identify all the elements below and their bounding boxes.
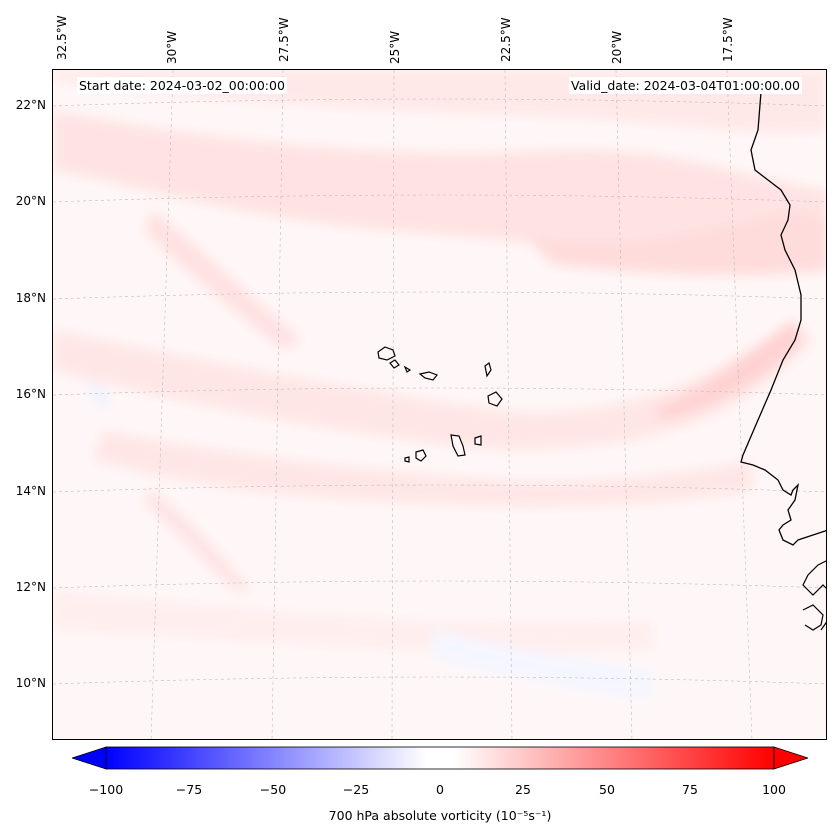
island-maio bbox=[474, 435, 482, 446]
start-date-label: Start date: 2024-03-02_00:00:00 bbox=[77, 77, 287, 94]
colorbar-min-extend bbox=[72, 746, 107, 770]
lat-label-22n: 22°N bbox=[15, 98, 46, 112]
island-boa-vista bbox=[487, 391, 503, 407]
meridian-20w bbox=[615, 70, 633, 739]
lat-label-14n: 14°N bbox=[15, 484, 46, 498]
colorbar-tick: 0 bbox=[436, 782, 444, 797]
parallel-12n bbox=[53, 580, 826, 589]
lon-label-22-5w: 22.5°W bbox=[499, 17, 513, 62]
colorbar-gradient bbox=[105, 746, 775, 770]
colorbar-tick: −25 bbox=[342, 782, 370, 797]
meridian-22-5w bbox=[504, 70, 513, 739]
island-sal bbox=[484, 361, 492, 378]
parallel-10n bbox=[53, 676, 826, 685]
lat-label-20n: 20°N bbox=[15, 194, 46, 208]
parallel-18n bbox=[53, 291, 826, 300]
colorbar-tick: −50 bbox=[259, 782, 287, 797]
island-sao-nicolau bbox=[418, 371, 438, 381]
colorbar-tick: 100 bbox=[762, 782, 786, 797]
lon-label-20w: 20°W bbox=[610, 30, 624, 64]
valid-date-label: Valid_date: 2024-03-04T01:00:00.00 bbox=[568, 77, 802, 94]
lon-label-32-5w: 32.5°W bbox=[55, 15, 69, 60]
lat-label-18n: 18°N bbox=[15, 291, 46, 305]
africa-coastline-south bbox=[802, 560, 826, 631]
colorbar bbox=[72, 746, 808, 770]
map-panel[interactable]: Start date: 2024-03-02_00:00:00 Valid_da… bbox=[52, 69, 827, 740]
island-santo-antao bbox=[377, 346, 396, 361]
colorbar-max-extend bbox=[773, 746, 808, 770]
parallel-20n bbox=[53, 194, 826, 203]
island-fogo bbox=[415, 449, 427, 462]
lon-label-27-5w: 27.5°W bbox=[277, 17, 291, 62]
parallel-22n bbox=[53, 98, 826, 107]
island-brava bbox=[404, 456, 410, 463]
meridian-27-5w bbox=[271, 70, 284, 739]
island-sao-vicente bbox=[389, 359, 400, 369]
graticule bbox=[53, 70, 826, 739]
map-canvas bbox=[53, 70, 826, 739]
cape-verde-islands bbox=[377, 346, 503, 463]
colorbar-label: 700 hPa absolute vorticity (10⁻⁵s⁻¹) bbox=[328, 808, 552, 823]
lon-label-30w: 30°W bbox=[165, 30, 179, 64]
parallel-14n bbox=[53, 484, 826, 493]
island-santiago bbox=[450, 434, 466, 457]
colorbar-tick: −75 bbox=[175, 782, 203, 797]
lon-label-25w: 25°W bbox=[388, 30, 402, 64]
colorbar-tick: 75 bbox=[682, 782, 698, 797]
colorbar-tick: −100 bbox=[88, 782, 124, 797]
lat-label-16n: 16°N bbox=[15, 387, 46, 401]
colorbar-tick: 25 bbox=[515, 782, 531, 797]
meridian-17-5w bbox=[726, 70, 753, 739]
lon-label-17-5w: 17.5°W bbox=[721, 17, 735, 62]
lat-label-10n: 10°N bbox=[15, 676, 46, 690]
africa-coastline bbox=[740, 91, 826, 546]
colorbar-tick: 50 bbox=[599, 782, 615, 797]
parallel-16n bbox=[53, 387, 826, 396]
lat-label-12n: 12°N bbox=[15, 580, 46, 594]
meridian-25w bbox=[391, 70, 395, 739]
meridian-30w bbox=[150, 70, 174, 739]
vorticity-field bbox=[53, 70, 826, 700]
island-santa-luzia bbox=[403, 365, 412, 373]
